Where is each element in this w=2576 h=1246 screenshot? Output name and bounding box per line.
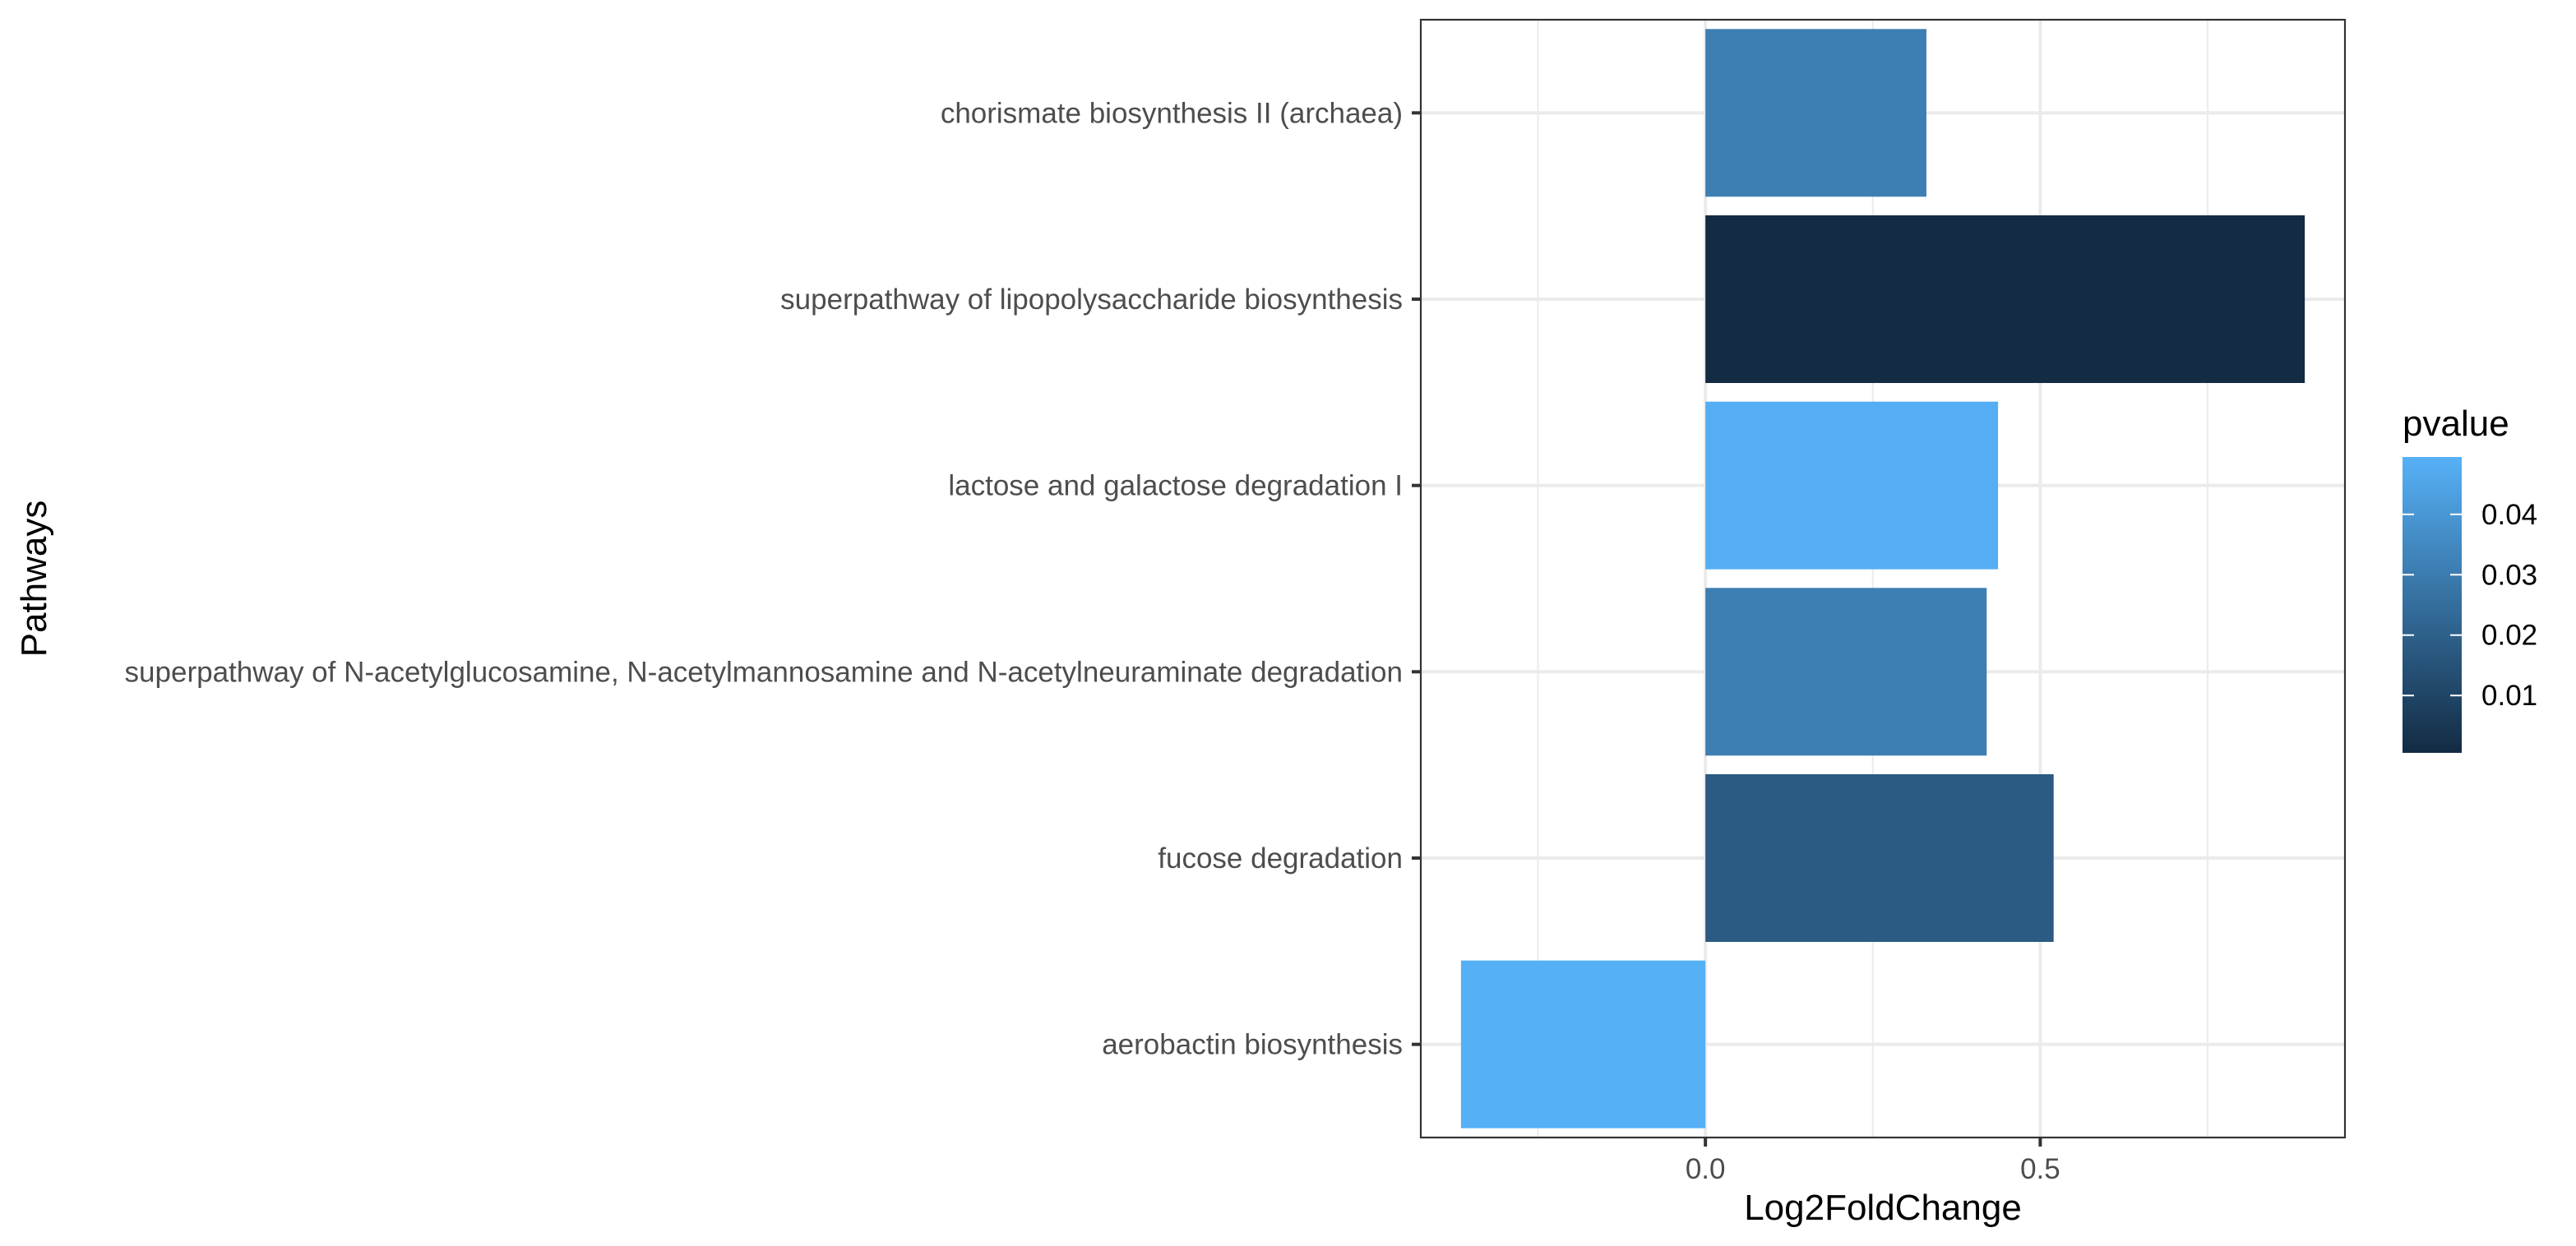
bar [1705,588,1987,756]
bar [1705,29,1926,197]
x-axis-title: Log2FoldChange [1744,1188,2022,1228]
y-tick-label: aerobactin biosynthesis [1102,1029,1403,1061]
y-tick-label: superpathway of N-acetylglucosamine, N-a… [125,656,1403,688]
bar [1460,960,1706,1128]
legend-title: pvalue [2403,404,2509,444]
legend-tick-label: 0.02 [2481,620,2537,652]
bar [1705,215,2305,383]
legend-tick-label: 0.03 [2481,559,2537,591]
x-tick-label: 0.5 [2020,1153,2060,1185]
x-tick-label: 0.0 [1686,1153,1726,1185]
legend-colorbar [2403,457,2462,753]
legend: pvalue 0.01 0.02 0.03 0.04 [2403,404,2537,753]
panel-background [1421,20,2345,1138]
legend-tick-label: 0.04 [2481,499,2537,531]
y-tick-label: fucose degradation [1158,842,1403,875]
bar [1705,774,2054,942]
y-tick-label: lactose and galactose degradation I [948,470,1403,502]
legend-ticks: 0.01 0.02 0.03 0.04 [2403,499,2537,712]
bar-layer [1460,29,2305,1128]
y-axis-title: Pathways [14,501,54,658]
tick-layer: chorismate biosynthesis II (archaea) supe… [125,97,2060,1185]
panel-border [1419,18,2347,1139]
bar [1705,401,1999,570]
legend-tick-label: 0.01 [2481,680,2537,712]
y-tick-label: superpathway of lipopolysaccharide biosy… [780,284,1403,316]
y-tick-label: chorismate biosynthesis II (archaea) [941,97,1403,129]
